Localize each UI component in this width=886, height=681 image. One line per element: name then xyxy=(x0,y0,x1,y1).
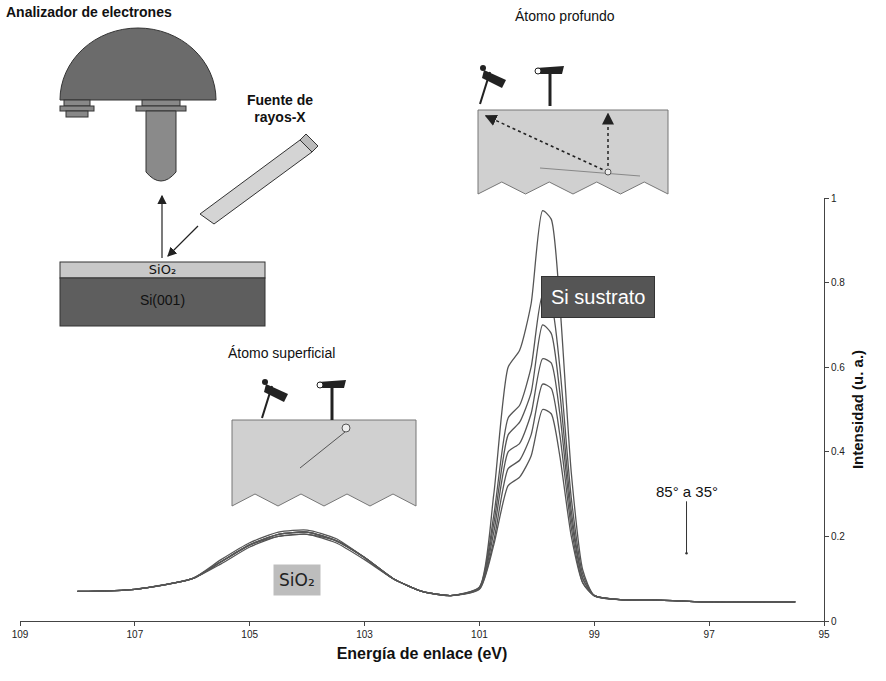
html-text:Átomo profundo: Átomo profundo xyxy=(515,8,615,24)
svg-text:Si sustrato: Si sustrato xyxy=(551,286,645,308)
html-text:Analizador de electrones: Analizador de electrones xyxy=(6,4,172,20)
svg-text:101: 101 xyxy=(471,629,488,640)
svg-text:103: 103 xyxy=(356,629,373,640)
svg-text:105: 105 xyxy=(241,629,258,640)
svg-text:85° a 35°: 85° a 35° xyxy=(656,483,718,500)
svg-text:99: 99 xyxy=(589,629,601,640)
svg-text:Energía de enlace (eV): Energía de enlace (eV) xyxy=(337,645,508,662)
svg-text:0.6: 0.6 xyxy=(831,362,845,373)
svg-text:1: 1 xyxy=(831,193,837,204)
html-text:Si(001): Si(001) xyxy=(139,292,186,308)
svg-text:SiO₂: SiO₂ xyxy=(279,570,315,590)
svg-text:109: 109 xyxy=(12,629,29,640)
html-text:SiO₂: SiO₂ xyxy=(148,262,177,277)
svg-text:0.8: 0.8 xyxy=(831,277,845,288)
svg-text:Intensidad (u. a.): Intensidad (u. a.) xyxy=(849,350,866,469)
svg-text:0.2: 0.2 xyxy=(831,531,845,542)
html-text:Átomo superficial: Átomo superficial xyxy=(228,345,336,361)
svg-text:95: 95 xyxy=(818,629,830,640)
svg-text:0.4: 0.4 xyxy=(831,446,845,457)
svg-text:97: 97 xyxy=(704,629,716,640)
svg-text:0: 0 xyxy=(831,616,837,627)
html-text:Fuente de rayos-X: Fuente de rayos-X xyxy=(246,92,314,125)
svg-text:107: 107 xyxy=(127,629,144,640)
